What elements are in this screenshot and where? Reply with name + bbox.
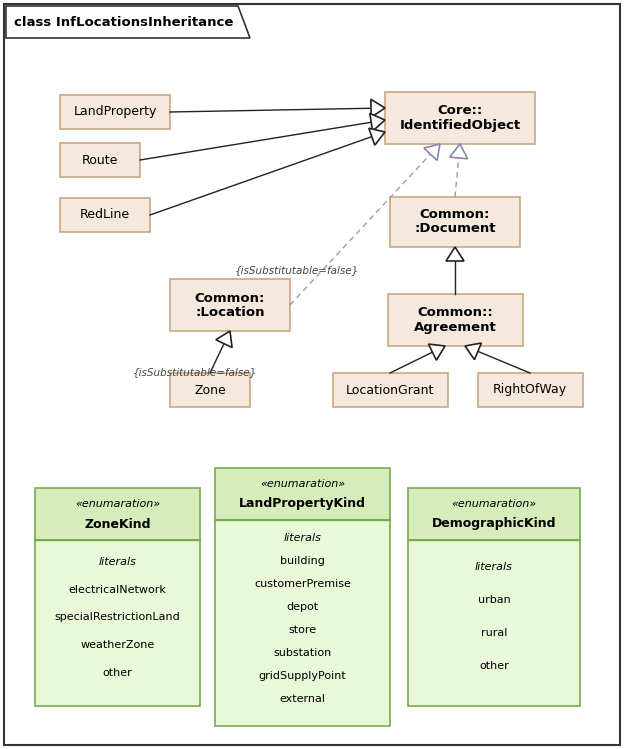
Polygon shape bbox=[446, 247, 464, 261]
Text: literals: literals bbox=[99, 557, 137, 567]
Text: Common:: Common: bbox=[195, 291, 265, 305]
Text: urban: urban bbox=[477, 595, 510, 604]
Bar bbox=[215, 468, 390, 520]
Text: «enumaration»: «enumaration» bbox=[451, 499, 537, 509]
Text: LandPropertyKind: LandPropertyKind bbox=[239, 497, 366, 511]
Text: Common:: Common: bbox=[420, 208, 490, 222]
Text: customerPremise: customerPremise bbox=[254, 579, 351, 589]
Text: Route: Route bbox=[82, 154, 118, 166]
Bar bbox=[35, 488, 200, 540]
Text: DemographicKind: DemographicKind bbox=[432, 518, 556, 530]
Text: substation: substation bbox=[273, 648, 331, 658]
Bar bbox=[60, 95, 170, 129]
Polygon shape bbox=[424, 144, 440, 160]
Text: LandProperty: LandProperty bbox=[73, 106, 157, 118]
Bar bbox=[170, 279, 290, 331]
Bar bbox=[388, 294, 522, 346]
Text: :Location: :Location bbox=[195, 306, 265, 318]
Text: rural: rural bbox=[481, 628, 507, 638]
Text: RightOfWay: RightOfWay bbox=[493, 383, 567, 396]
Text: Common::: Common:: bbox=[417, 306, 493, 320]
Text: external: external bbox=[280, 694, 326, 703]
Text: other: other bbox=[479, 661, 509, 671]
Text: building: building bbox=[280, 557, 325, 566]
Text: Core::: Core:: bbox=[437, 105, 482, 118]
Text: other: other bbox=[102, 668, 132, 678]
Text: weatherZone: weatherZone bbox=[80, 640, 155, 650]
Text: «enumaration»: «enumaration» bbox=[75, 499, 160, 509]
Polygon shape bbox=[371, 100, 385, 118]
Text: IdentifiedObject: IdentifiedObject bbox=[399, 118, 520, 132]
Bar bbox=[215, 520, 390, 726]
Polygon shape bbox=[216, 331, 232, 348]
Polygon shape bbox=[6, 6, 250, 38]
Text: specialRestrictionLand: specialRestrictionLand bbox=[55, 613, 180, 622]
Text: literals: literals bbox=[475, 562, 513, 571]
Polygon shape bbox=[369, 128, 385, 145]
Bar bbox=[333, 373, 447, 407]
Bar bbox=[385, 92, 535, 144]
Bar bbox=[390, 197, 520, 247]
Bar bbox=[408, 488, 580, 540]
Text: {isSubstitutable=false}: {isSubstitutable=false} bbox=[235, 265, 359, 275]
Text: «enumaration»: «enumaration» bbox=[260, 479, 345, 489]
Bar bbox=[170, 373, 250, 407]
Bar bbox=[60, 198, 150, 232]
Text: :Document: :Document bbox=[414, 222, 495, 235]
Polygon shape bbox=[450, 144, 467, 159]
Text: class InfLocationsInheritance: class InfLocationsInheritance bbox=[14, 16, 233, 28]
Text: RedLine: RedLine bbox=[80, 208, 130, 222]
Text: gridSupplyPoint: gridSupplyPoint bbox=[258, 670, 346, 681]
Polygon shape bbox=[429, 344, 445, 360]
Bar bbox=[408, 540, 580, 706]
Polygon shape bbox=[465, 343, 481, 360]
Text: ZoneKind: ZoneKind bbox=[84, 518, 151, 530]
Text: {isSubstitutable=false}: {isSubstitutable=false} bbox=[133, 367, 257, 377]
Text: electricalNetwork: electricalNetwork bbox=[69, 585, 167, 595]
Text: store: store bbox=[288, 625, 316, 635]
Bar bbox=[35, 540, 200, 706]
Bar bbox=[477, 373, 582, 407]
Text: Zone: Zone bbox=[194, 383, 226, 396]
Text: LocationGrant: LocationGrant bbox=[346, 383, 434, 396]
Text: Agreement: Agreement bbox=[414, 321, 496, 333]
Polygon shape bbox=[370, 113, 385, 131]
Text: literals: literals bbox=[283, 533, 321, 543]
Bar bbox=[60, 143, 140, 177]
Text: depot: depot bbox=[286, 602, 319, 612]
